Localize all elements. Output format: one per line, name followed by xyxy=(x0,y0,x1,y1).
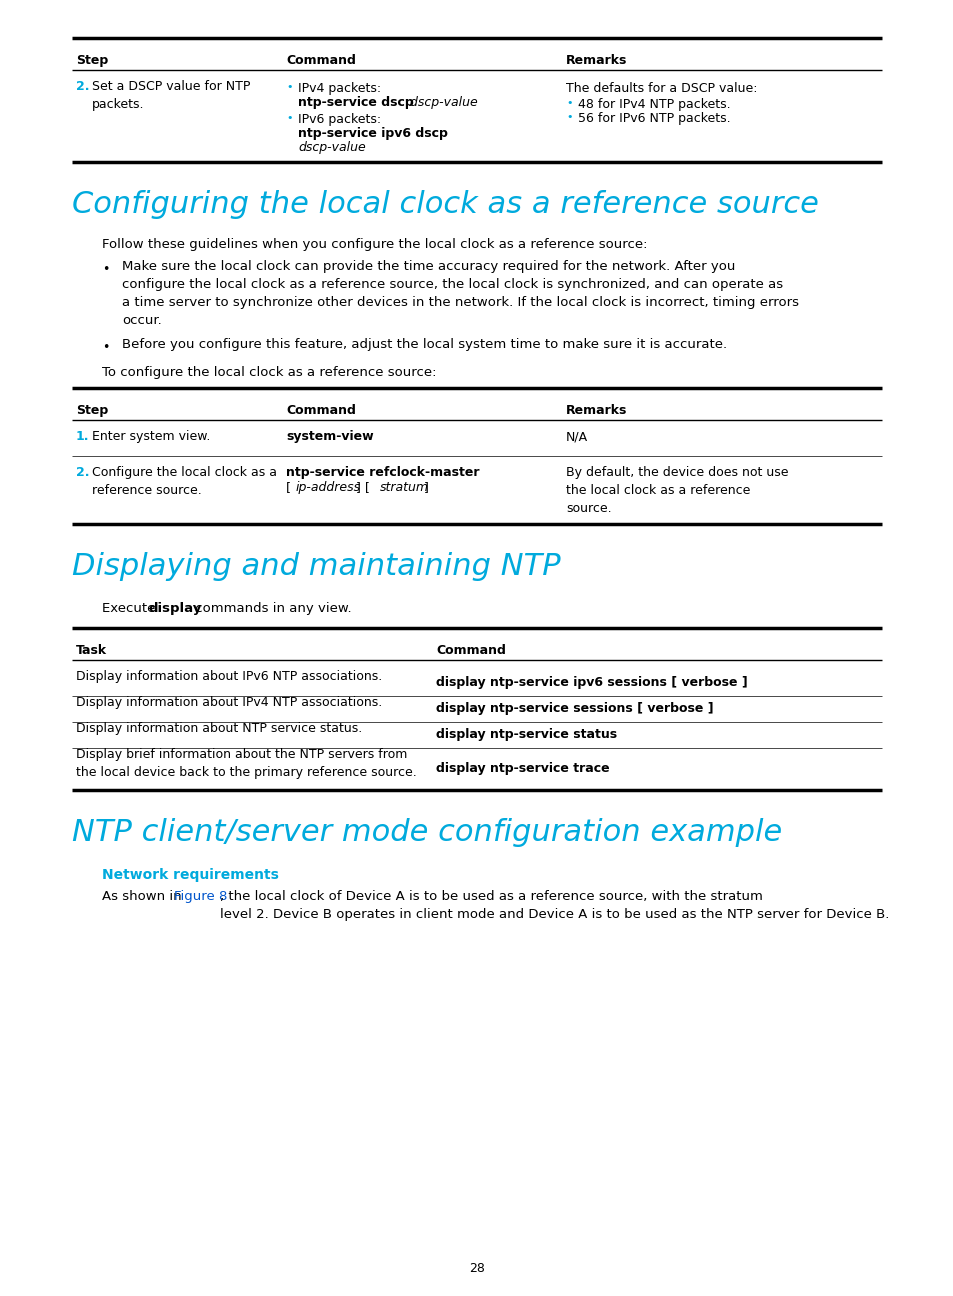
Text: Remarks: Remarks xyxy=(565,54,627,67)
Text: display ntp-service sessions [ verbose ]: display ntp-service sessions [ verbose ] xyxy=(436,702,713,715)
Text: ]: ] xyxy=(419,481,429,494)
Text: Follow these guidelines when you configure the local clock as a reference source: Follow these guidelines when you configu… xyxy=(102,238,647,251)
Text: ntp-service dscp: ntp-service dscp xyxy=(297,96,414,109)
Text: •: • xyxy=(102,263,110,276)
Text: By default, the device does not use
the local clock as a reference
source.: By default, the device does not use the … xyxy=(565,467,788,515)
Text: Configure the local clock as a
reference source.: Configure the local clock as a reference… xyxy=(91,467,276,496)
Text: •: • xyxy=(565,111,572,122)
Text: display: display xyxy=(148,603,201,616)
Text: Display brief information about the NTP servers from
the local device back to th: Display brief information about the NTP … xyxy=(76,748,416,779)
Text: To configure the local clock as a reference source:: To configure the local clock as a refere… xyxy=(102,365,436,378)
Text: Figure 8: Figure 8 xyxy=(173,890,227,903)
Text: Displaying and maintaining NTP: Displaying and maintaining NTP xyxy=(71,552,560,581)
Text: ] [: ] [ xyxy=(352,481,374,494)
Text: 56 for IPv6 NTP packets.: 56 for IPv6 NTP packets. xyxy=(578,111,730,124)
Text: Display information about NTP service status.: Display information about NTP service st… xyxy=(76,722,362,735)
Text: Task: Task xyxy=(76,644,107,657)
Text: NTP client/server mode configuration example: NTP client/server mode configuration exa… xyxy=(71,818,781,848)
Text: Make sure the local clock can provide the time accuracy required for the network: Make sure the local clock can provide th… xyxy=(122,260,799,327)
Text: system-view: system-view xyxy=(286,430,374,443)
Text: 48 for IPv4 NTP packets.: 48 for IPv4 NTP packets. xyxy=(578,98,730,111)
Text: Remarks: Remarks xyxy=(565,404,627,417)
Text: Command: Command xyxy=(436,644,505,657)
Text: Before you configure this feature, adjust the local system time to make sure it : Before you configure this feature, adjus… xyxy=(122,338,726,351)
Text: •: • xyxy=(102,341,110,354)
Text: Enter system view.: Enter system view. xyxy=(91,430,211,443)
Text: 2.: 2. xyxy=(76,467,90,480)
Text: display ntp-service status: display ntp-service status xyxy=(436,728,617,741)
Text: stratum: stratum xyxy=(379,481,429,494)
Text: Step: Step xyxy=(76,404,108,417)
Text: Command: Command xyxy=(286,404,355,417)
Text: dscp-value: dscp-value xyxy=(406,96,477,109)
Text: •: • xyxy=(286,113,293,123)
Text: 28: 28 xyxy=(469,1262,484,1275)
Text: IPv6 packets:: IPv6 packets: xyxy=(297,113,381,126)
Text: N/A: N/A xyxy=(565,430,587,443)
Text: Display information about IPv6 NTP associations.: Display information about IPv6 NTP assoc… xyxy=(76,670,382,683)
Text: IPv4 packets:: IPv4 packets: xyxy=(297,82,381,95)
Text: •: • xyxy=(286,82,293,92)
Text: [: [ xyxy=(286,481,294,494)
Text: dscp-value: dscp-value xyxy=(297,141,365,154)
Text: display ntp-service trace: display ntp-service trace xyxy=(436,762,609,775)
Text: Step: Step xyxy=(76,54,108,67)
Text: ntp-service refclock-master: ntp-service refclock-master xyxy=(286,467,479,480)
Text: Display information about IPv4 NTP associations.: Display information about IPv4 NTP assoc… xyxy=(76,696,382,709)
Text: display ntp-service ipv6 sessions [ verbose ]: display ntp-service ipv6 sessions [ verb… xyxy=(436,677,747,689)
Text: Execute: Execute xyxy=(102,603,159,616)
Text: Network requirements: Network requirements xyxy=(102,868,278,883)
Text: ntp-service ipv6 dscp: ntp-service ipv6 dscp xyxy=(297,127,447,140)
Text: ip-address: ip-address xyxy=(295,481,361,494)
Text: Set a DSCP value for NTP
packets.: Set a DSCP value for NTP packets. xyxy=(91,80,250,111)
Text: The defaults for a DSCP value:: The defaults for a DSCP value: xyxy=(565,82,757,95)
Text: Command: Command xyxy=(286,54,355,67)
Text: Configuring the local clock as a reference source: Configuring the local clock as a referen… xyxy=(71,191,818,219)
Text: As shown in: As shown in xyxy=(102,890,186,903)
Text: 2.: 2. xyxy=(76,80,90,93)
Text: commands in any view.: commands in any view. xyxy=(191,603,352,616)
Text: •: • xyxy=(565,98,572,108)
Text: , the local clock of Device A is to be used as a reference source, with the stra: , the local clock of Device A is to be u… xyxy=(220,890,888,921)
Text: 1.: 1. xyxy=(76,430,90,443)
